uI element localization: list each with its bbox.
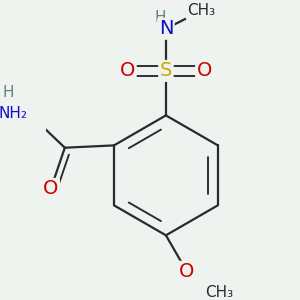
Text: O: O [43,179,58,198]
Text: H: H [154,10,166,25]
Text: NH₂: NH₂ [0,106,27,121]
Text: O: O [196,61,212,80]
Text: CH₃: CH₃ [205,285,233,300]
Text: O: O [179,262,195,281]
Text: N: N [159,19,173,38]
Text: H: H [3,85,14,100]
Text: O: O [120,61,135,80]
Text: S: S [160,61,172,80]
Text: CH₃: CH₃ [187,4,215,19]
